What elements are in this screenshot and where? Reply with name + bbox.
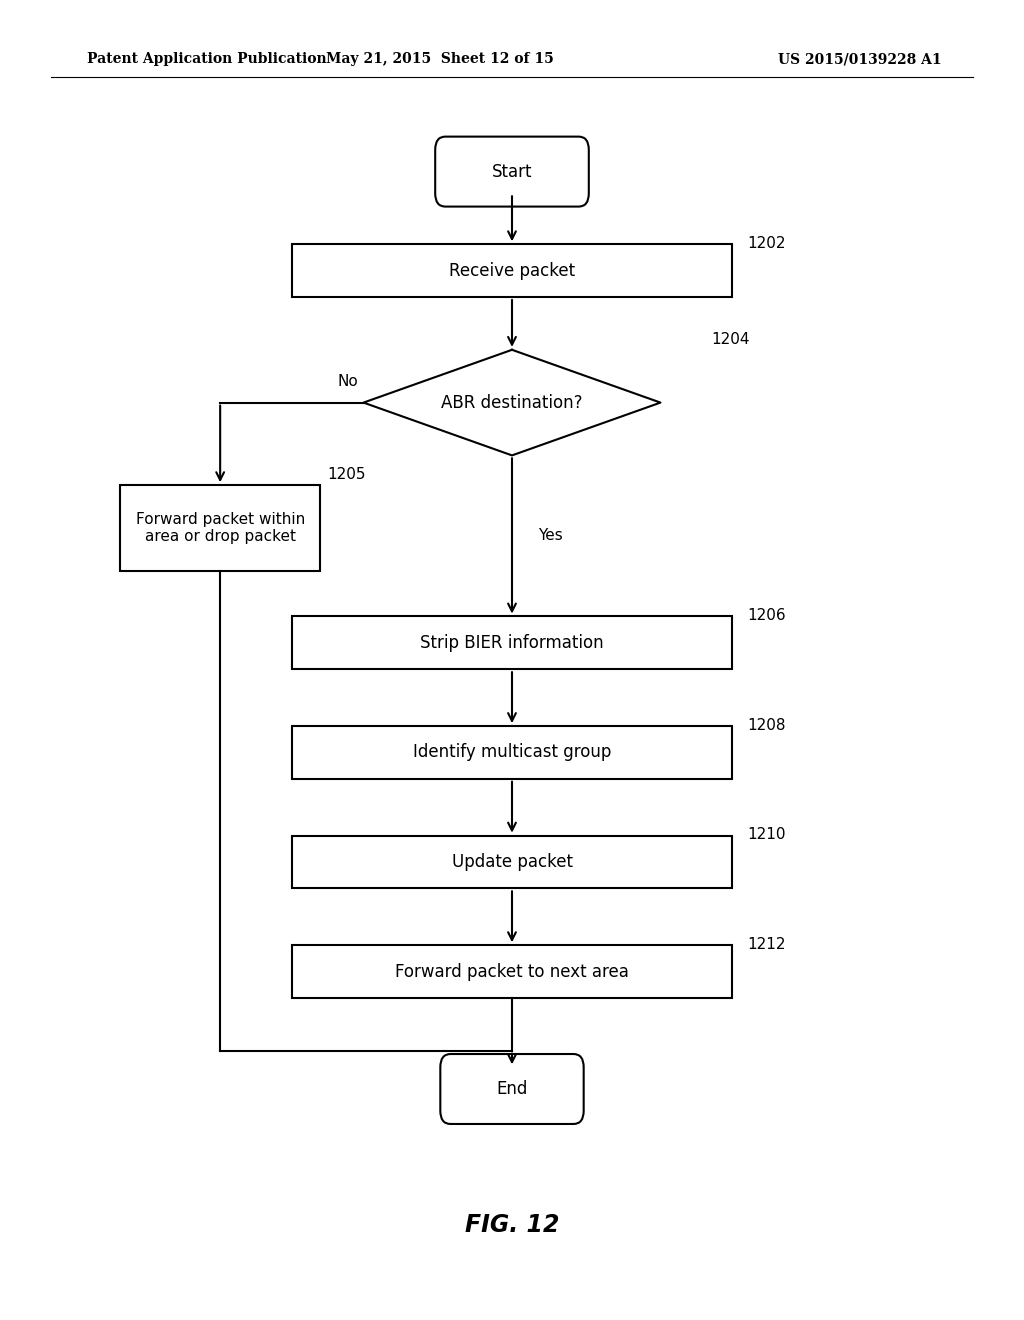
Text: 1208: 1208 — [748, 718, 786, 733]
Text: Patent Application Publication: Patent Application Publication — [87, 53, 327, 66]
Text: Forward packet within
area or drop packet: Forward packet within area or drop packe… — [135, 512, 305, 544]
Text: End: End — [497, 1080, 527, 1098]
Text: 1205: 1205 — [328, 467, 367, 482]
Text: Identify multicast group: Identify multicast group — [413, 743, 611, 762]
Text: FIG. 12: FIG. 12 — [465, 1213, 559, 1237]
Bar — [292, 616, 732, 669]
Bar — [292, 945, 732, 998]
Text: Start: Start — [492, 162, 532, 181]
FancyBboxPatch shape — [435, 136, 589, 206]
Text: Forward packet to next area: Forward packet to next area — [395, 962, 629, 981]
Text: Yes: Yes — [538, 528, 562, 544]
Text: Strip BIER information: Strip BIER information — [420, 634, 604, 652]
Text: 1204: 1204 — [712, 333, 751, 347]
Text: May 21, 2015  Sheet 12 of 15: May 21, 2015 Sheet 12 of 15 — [327, 53, 554, 66]
Text: 1212: 1212 — [748, 937, 786, 952]
Bar — [292, 244, 732, 297]
Text: No: No — [338, 375, 358, 389]
Text: Receive packet: Receive packet — [449, 261, 575, 280]
Text: US 2015/0139228 A1: US 2015/0139228 A1 — [778, 53, 942, 66]
Bar — [292, 836, 732, 888]
Text: ABR destination?: ABR destination? — [441, 393, 583, 412]
Text: 1202: 1202 — [748, 236, 786, 251]
FancyBboxPatch shape — [440, 1053, 584, 1125]
Text: 1206: 1206 — [748, 609, 786, 623]
Bar — [292, 726, 732, 779]
Bar — [121, 484, 319, 570]
Text: Update packet: Update packet — [452, 853, 572, 871]
Text: 1210: 1210 — [748, 828, 786, 842]
